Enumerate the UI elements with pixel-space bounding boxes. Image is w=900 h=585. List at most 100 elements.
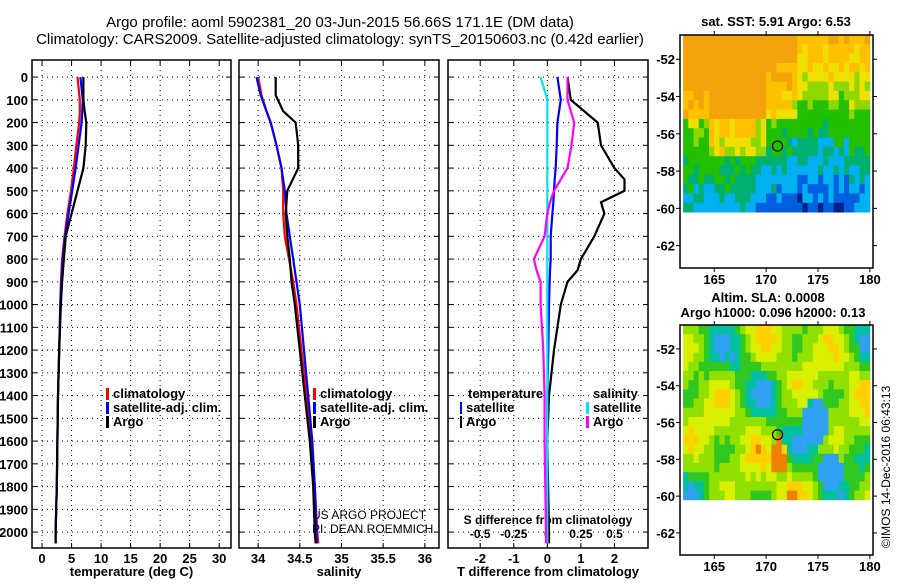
map-cell [812,334,819,344]
map-cell [693,137,700,148]
map-cell [776,137,783,148]
map-cell [823,490,829,501]
map-cell [849,325,855,335]
map-cell [843,472,850,482]
map-cell [755,463,762,473]
map-cell [729,118,736,129]
map-cell [776,380,783,390]
map-cell [818,35,824,45]
map-cell [740,472,746,482]
map-cell [818,165,824,176]
map-cell [740,444,746,455]
map-cell [828,472,834,482]
map-cell [693,72,700,82]
map-cell [833,361,840,372]
map-cell [729,407,736,418]
map-cell [760,490,767,501]
map-cell [750,118,757,129]
map-cell [843,444,850,455]
map-cell [714,444,720,455]
map-cell [812,100,819,110]
map-cell [864,184,871,194]
map-cell [755,146,762,157]
map-title: Altim. SLA: 0.0008 [711,290,824,305]
map-cell [807,407,814,418]
map-cell [849,202,855,213]
map-cell [833,389,840,399]
map-cell [719,193,725,204]
map-cell [781,202,788,213]
map-cell [792,63,798,73]
map-cell [745,490,751,501]
map-cell [833,334,840,344]
map-cell [859,490,866,501]
map-cell [688,371,694,381]
map-cell [729,109,736,120]
map-cell [823,343,829,353]
map-cell [766,426,772,436]
map-cell [745,81,751,92]
map-cell [807,146,814,157]
map-cell [838,63,845,73]
map-cell [735,490,741,501]
map-cell [864,472,871,482]
lat-tick-label: -62 [656,526,675,541]
map-cell [740,109,746,120]
map-cell [771,72,777,82]
map-cell [735,72,741,82]
map-cell [833,380,840,390]
map-cell [838,481,845,491]
map-cell [735,389,741,399]
map-cell [859,100,866,110]
map-cell [724,361,731,372]
map-cell [828,72,834,82]
map-cell [849,174,855,185]
map-cell [750,352,757,363]
map-cell [781,146,788,157]
map-cell [688,398,694,409]
map-cell [709,128,715,138]
map-cell [735,407,741,418]
map-cell [823,72,829,82]
map-cell [838,118,845,129]
map-cell [781,417,788,427]
map-cell [683,44,689,54]
map-cell [683,53,689,64]
map-cell [771,202,777,213]
map-cell [771,361,777,372]
map-cell [828,325,834,335]
map-cell [776,35,783,45]
map-cell [838,398,845,409]
map-cell [766,380,772,390]
map-cell [745,398,751,409]
map-cell [802,202,808,213]
map-cell [802,90,808,101]
map-cell [709,81,715,92]
map-cell [859,202,866,213]
y-tick-label: 500 [6,184,28,199]
map-cell [735,184,741,194]
map-cell [740,63,746,73]
map-cell [745,35,751,45]
map-cell [745,174,751,185]
map-cell [724,146,731,157]
map-cell [745,407,751,418]
map-cell [812,371,819,381]
map-cell [802,325,808,335]
series-line-s-argo [532,77,576,544]
map-cell [760,352,767,363]
map-cell [688,361,694,372]
map-cell [771,165,777,176]
map-cell [843,481,850,491]
map-cell [849,128,855,138]
map-cell [693,334,700,344]
map-cell [688,72,694,82]
map-cell [843,380,850,390]
map-cell [745,371,751,381]
map-cell [724,407,731,418]
map-cell [802,174,808,185]
map-cell [688,156,694,166]
map-cell [818,371,824,381]
legend-label: Argo [593,414,623,429]
map-cell [729,63,736,73]
